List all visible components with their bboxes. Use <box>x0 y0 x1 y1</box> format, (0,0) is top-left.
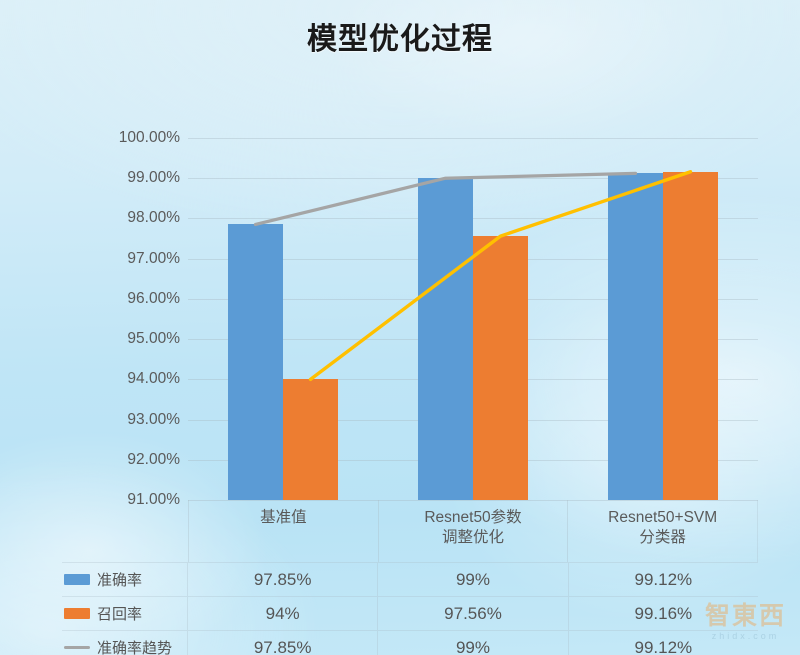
table-cell: 99.12% <box>634 638 693 655</box>
table-row: 准确率趋势 97.85% 99% 99.12% <box>62 630 758 655</box>
legend-item[interactable]: 准确率趋势 <box>62 631 188 655</box>
x-axis-category-line: 基准值 <box>260 509 307 526</box>
bar-recall <box>663 171 718 500</box>
legend-line-gray-icon <box>64 646 90 649</box>
table-cell: 99.12% <box>634 570 693 589</box>
legend-item-label: 准确率 <box>97 572 143 589</box>
legend-item-label: 召回率 <box>97 606 143 623</box>
x-axis-category-label: Resnet50+SVM 分类器 <box>567 500 759 562</box>
table-cell: 99.16% <box>634 604 693 623</box>
y-axis-tick-label: 96.00% <box>127 289 180 307</box>
y-axis-tick-label: 91.00% <box>127 491 180 508</box>
y-axis-tick-label: 94.00% <box>127 370 180 388</box>
table-row: 召回率 94% 97.56% 99.16% <box>62 596 758 630</box>
y-axis-tick-label: 98.00% <box>127 209 180 227</box>
table-cell: 97.85% <box>188 563 379 596</box>
x-axis-category-line: Resnet50参数 <box>424 509 522 526</box>
x-axis: 基准值 Resnet50参数 调整优化 Resnet50+SVM 分类器 <box>188 500 759 562</box>
y-axis-tick-label: 99.00% <box>127 169 180 187</box>
legend-square-orange-icon <box>64 608 90 619</box>
legend-data-table: 准确率 97.85% 99% 99.12% 召回率 94% 97.56% 99.16% 准确率趋… <box>62 562 758 655</box>
legend-item[interactable]: 准确率 <box>62 563 188 596</box>
bar-accuracy <box>228 224 283 500</box>
y-axis-tick-label: 92.00% <box>127 450 180 468</box>
table-row: 准确率 97.85% 99% 99.12% <box>62 562 758 596</box>
bar-recall <box>473 236 528 500</box>
page-title: 模型优化过程 <box>307 23 493 56</box>
y-axis: 100.00% 99.00% 98.00% 97.00% 96.00% 95.00% 94.… <box>96 129 180 508</box>
y-axis-tick-label: 95.00% <box>127 330 180 348</box>
x-axis-category-label: 基准值 <box>188 500 378 562</box>
legend-square-blue-icon <box>64 574 90 585</box>
legend-item[interactable]: 召回率 <box>62 597 188 630</box>
legend-item-label: 准确率趋势 <box>97 640 173 655</box>
table-cell: 94% <box>188 597 379 630</box>
table-cell: 97.85% <box>188 631 379 655</box>
bar-accuracy <box>608 173 663 500</box>
x-axis-category-line: 调整优化 <box>442 528 505 546</box>
y-axis-tick-label: 97.00% <box>127 249 180 267</box>
chart-figure: 100.00% 99.00% 98.00% 97.00% 96.00% 95.00% 94.… <box>0 60 800 655</box>
table-cell: 99% <box>378 631 569 655</box>
bar-series-layer <box>188 138 758 500</box>
gridline <box>188 500 758 501</box>
y-axis-tick-label: 100.00% <box>118 129 180 146</box>
plot-area <box>188 138 758 501</box>
bar-recall <box>283 379 338 500</box>
y-axis-tick-label: 93.00% <box>127 410 180 428</box>
x-axis-category-label: Resnet50参数 调整优化 <box>377 500 568 562</box>
x-axis-category-line: Resnet50+SVM <box>608 509 718 526</box>
table-cell: 97.56% <box>378 597 569 630</box>
x-axis-category-line: 分类器 <box>639 528 686 546</box>
gridline <box>188 138 758 139</box>
table-cell: 99% <box>378 563 569 596</box>
bar-accuracy <box>418 178 473 500</box>
